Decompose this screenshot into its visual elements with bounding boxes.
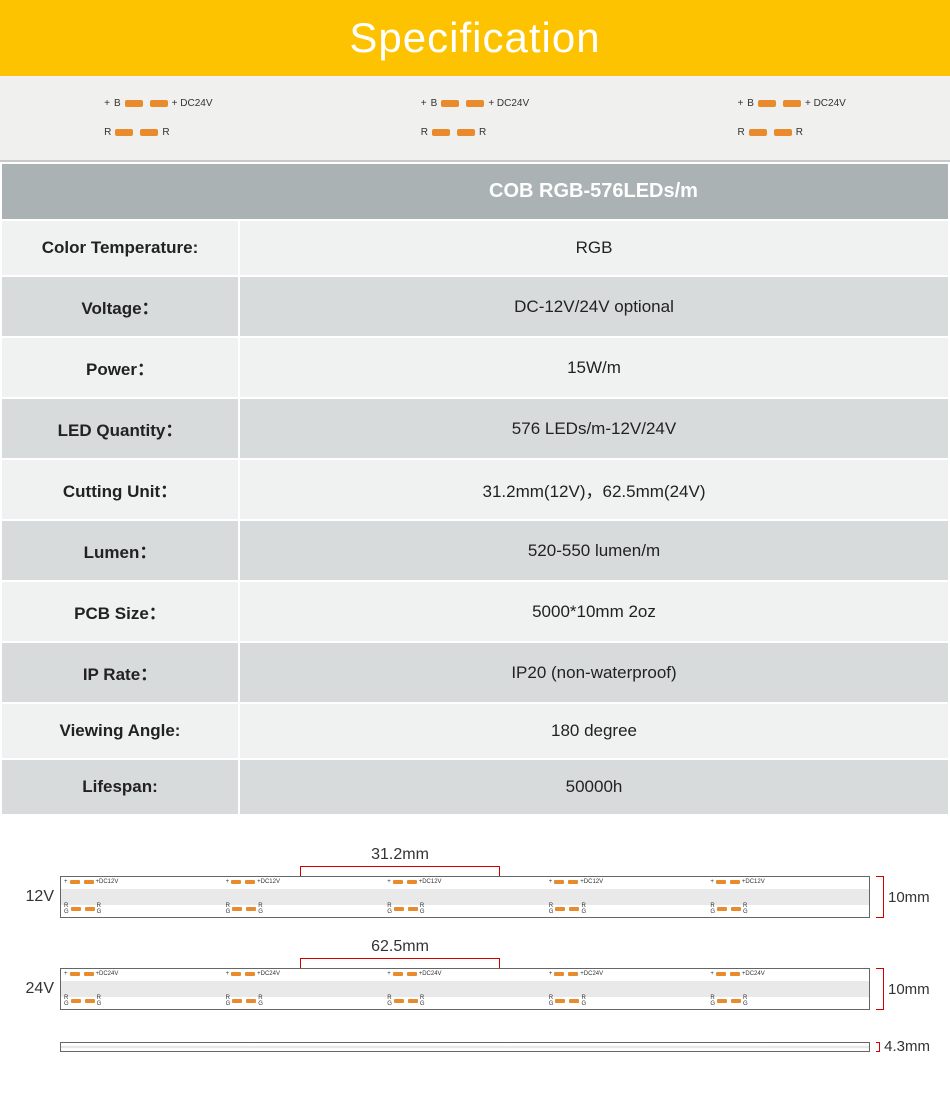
voltage-label: + DC24V — [805, 98, 846, 109]
spec-table: COB RGB-576LEDs/m Color Temperature:RGBV… — [0, 162, 950, 816]
cut-unit: ++DC12VRGRG — [61, 877, 223, 917]
cutting-diagrams: 31.2mm 12V ++DC12VRGRG++DC12VRGRG++DC12V… — [0, 816, 950, 1095]
table-row: Viewing Angle:180 degree — [1, 703, 949, 759]
spec-value: IP20 (non-waterproof) — [239, 642, 949, 703]
thickness-row: 4.3mm — [20, 1038, 930, 1055]
spec-value: 576 LEDs/m-12V/24V — [239, 398, 949, 459]
spec-label: LED Quantity： — [1, 398, 239, 459]
spec-label: Lifespan: — [1, 759, 239, 815]
cut-unit: ++DC12VRGRG — [223, 877, 385, 917]
cut-unit: ++DC12VRGRG — [546, 877, 708, 917]
spec-value: 520-550 lumen/m — [239, 520, 949, 581]
spec-value: 50000h — [239, 759, 949, 815]
height-24v: 10mm — [870, 968, 930, 1010]
strip-24v-diagram: ++DC24VRGRG++DC24VRGRG++DC24VRGRG++DC24V… — [60, 968, 870, 1010]
spec-value: RGB — [239, 220, 949, 276]
spec-header-model: COB RGB-576LEDs/m — [239, 163, 949, 220]
table-row: Lifespan:50000h — [1, 759, 949, 815]
cut-12v-dim: 31.2mm — [300, 846, 500, 864]
spec-label: Viewing Angle: — [1, 703, 239, 759]
cut-24v-dim: 62.5mm — [300, 938, 500, 956]
table-row: Cutting Unit：31.2mm(12V)，62.5mm(24V) — [1, 459, 949, 520]
spec-label: IP Rate： — [1, 642, 239, 703]
spec-value: DC-12V/24V optional — [239, 276, 949, 337]
cut-unit: ++DC24VRGRG — [61, 969, 223, 1009]
table-row: LED Quantity：576 LEDs/m-12V/24V — [1, 398, 949, 459]
table-row: PCB Size：5000*10mm 2oz — [1, 581, 949, 642]
spec-label: Power： — [1, 337, 239, 398]
voltage-label: + DC24V — [172, 98, 213, 109]
thickness-dim: 4.3mm — [870, 1038, 930, 1055]
spec-label: Cutting Unit： — [1, 459, 239, 520]
table-row: Voltage：DC-12V/24V optional — [1, 276, 949, 337]
label-24v: 24V — [20, 980, 60, 998]
spec-value: 31.2mm(12V)，62.5mm(24V) — [239, 459, 949, 520]
strip-24v-row: 24V ++DC24VRGRG++DC24VRGRG++DC24VRGRG++D… — [20, 968, 930, 1010]
cut-unit: ++DC24VRGRG — [223, 969, 385, 1009]
strip-12v-diagram: ++DC12VRGRG++DC12VRGRG++DC12VRGRG++DC12V… — [60, 876, 870, 918]
spec-value: 15W/m — [239, 337, 949, 398]
dim-bracket-12v — [300, 866, 500, 876]
table-row: Power：15W/m — [1, 337, 949, 398]
cut-unit: ++DC24VRGRG — [707, 969, 869, 1009]
strip-segment: +B+ DC24V RR — [104, 98, 212, 138]
strip-segment: +B+ DC24V RR — [421, 98, 529, 138]
spec-label: PCB Size： — [1, 581, 239, 642]
strip-12v-row: 12V ++DC12VRGRG++DC12VRGRG++DC12VRGRG++D… — [20, 876, 930, 918]
cut-unit: ++DC24VRGRG — [546, 969, 708, 1009]
table-row: IP Rate：IP20 (non-waterproof) — [1, 642, 949, 703]
spec-header: Specification — [0, 0, 950, 76]
spec-title: Specification — [349, 14, 600, 61]
product-photo-strip: +B+ DC24V RR +B+ DC24V RR +B+ DC24V RR — [0, 76, 950, 162]
thickness-diagram — [60, 1042, 870, 1052]
dim-bracket-24v — [300, 958, 500, 968]
voltage-label: + DC24V — [488, 98, 529, 109]
spec-label: Color Temperature: — [1, 220, 239, 276]
cut-unit: ++DC12VRGRG — [384, 877, 546, 917]
spec-value: 180 degree — [239, 703, 949, 759]
strip-segment: +B+ DC24V RR — [737, 98, 845, 138]
height-12v: 10mm — [870, 876, 930, 918]
table-row: Color Temperature:RGB — [1, 220, 949, 276]
spec-value: 5000*10mm 2oz — [239, 581, 949, 642]
spec-label: Voltage： — [1, 276, 239, 337]
cut-unit: ++DC12VRGRG — [707, 877, 869, 917]
cut-unit: ++DC24VRGRG — [384, 969, 546, 1009]
table-row: Lumen：520-550 lumen/m — [1, 520, 949, 581]
label-12v: 12V — [20, 888, 60, 906]
spec-header-empty — [1, 163, 239, 220]
spec-label: Lumen： — [1, 520, 239, 581]
